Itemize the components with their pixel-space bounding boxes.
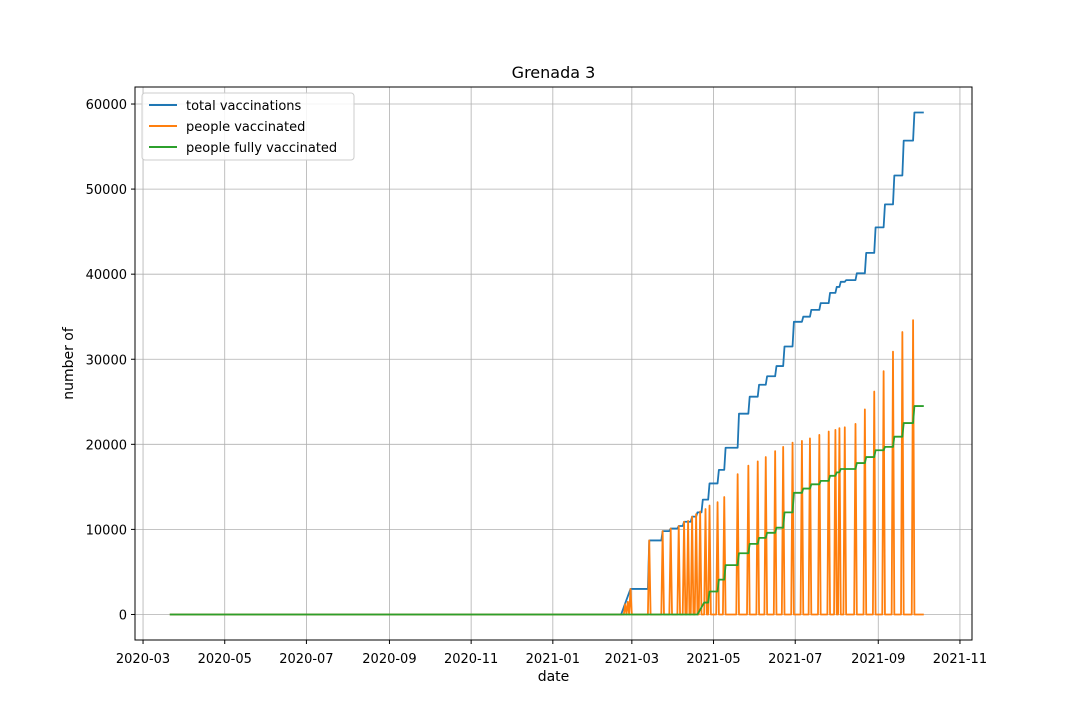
x-tick-label: 2020-05	[198, 652, 252, 667]
y-axis-label: number of	[61, 326, 77, 400]
y-tick-label: 30000	[86, 353, 127, 368]
y-tick-label: 50000	[86, 183, 127, 198]
x-tick-label: 2020-03	[116, 652, 170, 667]
x-tick-label: 2021-07	[768, 652, 822, 667]
grid-lines	[135, 87, 972, 640]
x-tick-label: 2021-05	[686, 652, 740, 667]
x-axis-label: date	[538, 669, 570, 685]
series-line-total-vaccinations	[169, 111, 924, 616]
y-tick-label: 0	[119, 608, 127, 623]
x-tick-label: 2021-11	[933, 652, 987, 667]
legend-box	[141, 92, 355, 161]
y-axis-ticks: 0 10000 20000 30000 40000 50000 60000	[86, 98, 135, 623]
y-tick-label: 10000	[86, 523, 127, 538]
series-line-people-vaccinated	[169, 319, 924, 616]
legend-label-people-vaccinated: people vaccinated	[186, 120, 305, 135]
y-tick-label: 40000	[86, 268, 127, 283]
x-tick-label: 2020-07	[279, 652, 333, 667]
legend-label-total-vaccinations: total vaccinations	[186, 99, 302, 114]
x-tick-label: 2021-01	[526, 652, 580, 667]
y-tick-label: 20000	[86, 438, 127, 453]
chart-title: Grenada 3	[512, 63, 596, 82]
x-tick-label: 2020-09	[362, 652, 416, 667]
axes-frame	[134, 86, 973, 641]
legend-label-people-fully-vaccinated: people fully vaccinated	[186, 141, 337, 156]
legend: total vaccinations people vaccinated peo…	[141, 92, 355, 161]
y-tick-label: 60000	[86, 98, 127, 113]
x-tick-label: 2020-11	[444, 652, 498, 667]
x-tick-label: 2021-03	[605, 652, 659, 667]
x-axis-ticks: 2020-03 2020-05 2020-07 2020-09 2020-11 2021-…	[116, 640, 987, 667]
plot-series	[169, 111, 924, 616]
x-tick-label: 2021-09	[851, 652, 905, 667]
series-line-people-fully-vaccinated	[169, 405, 924, 616]
